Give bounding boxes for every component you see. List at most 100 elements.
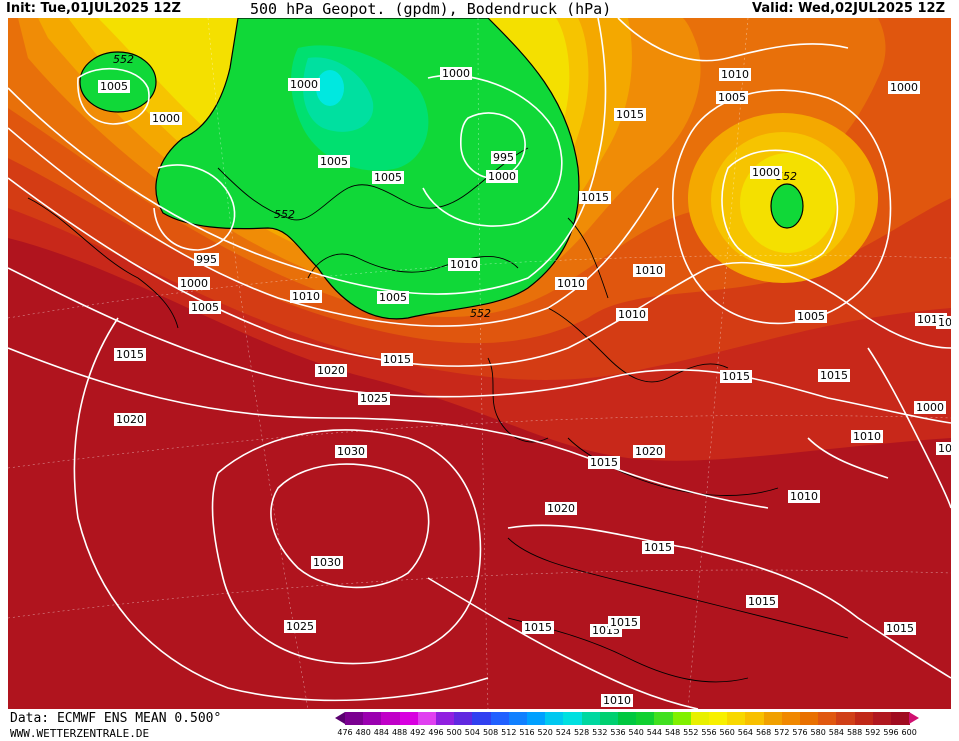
pressure-label: 1015 [383,353,411,366]
legend-swatch [727,712,746,725]
pressure-label-bg [189,301,221,314]
pressure-label-bg [555,277,587,290]
legend-tick-label: 492 [410,728,426,737]
pressure-label-bg [150,112,182,125]
pressure-label: 1005 [938,442,951,455]
pressure-label-bg [642,541,674,554]
pressure-label-bg [284,620,316,633]
pressure-label-bg [633,445,665,458]
pressure-label: 1020 [317,364,345,377]
pressure-label-bg [795,310,827,323]
legend-tick-label: 544 [646,728,663,737]
pressure-label-bg [290,290,322,303]
pressure-label: 1015 [820,369,848,382]
legend-tick-label: 584 [828,728,845,737]
geopotential-labels: 552 552 552 552 [113,53,797,320]
pressure-label: 1015 [644,541,672,554]
legend-tick-label: 504 [464,728,481,737]
legend-tick-label: 588 [846,728,863,737]
green-trough [79,18,804,320]
pressure-label-bg [788,490,820,503]
pressure-label-bg [491,151,516,164]
pressure-label: 1010 [721,68,749,81]
pressure-label: 1005 [191,301,219,314]
pressure-label: 1025 [286,620,314,633]
pressure-label: 1015 [610,616,638,629]
pressure-label-bg [936,442,951,455]
pressure-label: 1000 [152,112,180,125]
legend-tick-label: 508 [482,728,499,737]
legend-tick-label: 536 [610,728,626,737]
pressure-label-bg [381,353,413,366]
legend-swatch [454,712,473,725]
pressure-label-bg [288,78,320,91]
legend-swatch [399,712,419,725]
legend-swatch [818,712,837,725]
pressure-label-bg [335,445,367,458]
pressure-label: 1015 [722,370,750,383]
lat-lon-grid [8,18,951,709]
legend-tick-label: 540 [628,728,644,737]
pressure-label: 1030 [337,445,365,458]
pressure-label: 1005 [797,310,825,323]
pressure-label-bg [616,308,648,321]
pressure-label-bg [936,316,951,329]
pressure-label: 1010 [618,308,646,321]
weather-map: 552 552 552 552 1005 1000 1000 1000 1005 1005… [8,18,951,709]
website: WWW.WETTERZENTRALE.DE [10,727,150,740]
pressure-label: 1015 [616,108,644,121]
pressure-label: 1010 [557,277,585,290]
legend-tick-label: 564 [737,728,754,737]
legend-swatch [417,712,437,725]
geopot-label-1: 552 [113,53,134,66]
pressure-label-bg [98,80,130,93]
pressure-label: 1005 [100,80,128,93]
pressure-label-bg [884,622,916,635]
chart-footer: Data: ECMWF ENS MEAN 0.500° WWW.WETTERZE… [0,709,959,741]
pressure-label-bg [377,291,409,304]
isobars [8,18,951,709]
pressure-label: 1005 [320,155,348,168]
pressure-label-bg [588,456,620,469]
pressure-label: 1020 [635,445,663,458]
legend-swatch [490,712,510,725]
pressure-label: 1000 [916,401,944,414]
legend-tick-label: 568 [755,728,772,737]
legend-tick-label: 520 [537,728,553,737]
pressure-label-bg [633,264,665,277]
pressure-label: 1025 [360,392,388,405]
legend-tick-label: 516 [519,728,535,737]
pressure-label-bg [486,170,518,183]
pressure-label-bg [888,81,920,94]
legend-swatch [709,712,728,725]
legend-swatch [781,712,801,725]
pressure-label: 1010 [938,316,951,329]
pressure-labels: 1005 1000 1000 1000 1005 1005 995 1000 1010 1005 1… [98,67,951,707]
legend-tick-label: 576 [792,728,808,737]
pressure-label-bg [851,430,883,443]
legend-swatch [891,712,910,725]
geopot-label-3: 552 [470,307,491,320]
legend-swatch [363,712,382,725]
init-time: Init: Tue,01JUL2025 12Z [6,1,181,16]
legend-tick-label: 572 [774,728,790,737]
legend-swatch [836,712,856,725]
legend-arrow-left [335,712,345,724]
legend-arrow-right [909,712,920,724]
legend-tick-label: 512 [501,728,517,737]
pressure-label: 1010 [635,264,663,277]
legend-tick-label: 532 [592,728,608,737]
pressure-label-bg [545,502,577,515]
legend-swatch [872,712,892,725]
legend-swatch [436,712,455,725]
pressure-label: 995 [493,151,514,164]
pressure-label: 1020 [116,413,144,426]
legend-swatch [527,712,546,725]
pressure-label-bg [311,556,343,569]
legend-swatch [599,712,619,725]
pressure-label-bg [178,277,210,290]
pressure-label: 1000 [180,277,208,290]
pressure-label-bg [818,369,850,382]
data-source: Data: ECMWF ENS MEAN 0.500° [10,711,222,726]
pressure-label: 1000 [890,81,918,94]
